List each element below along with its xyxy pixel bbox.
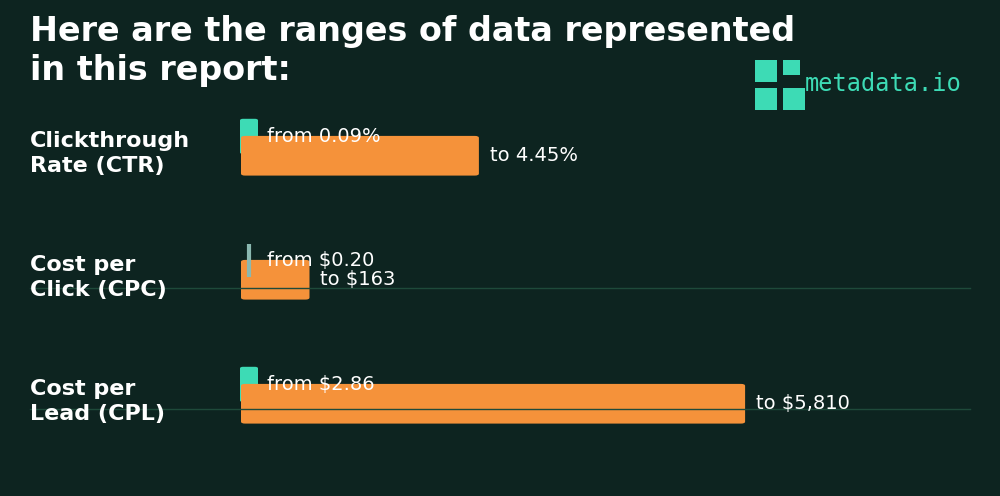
FancyBboxPatch shape <box>241 384 745 424</box>
Text: to $163: to $163 <box>320 270 396 289</box>
Text: metadata.io: metadata.io <box>805 72 962 96</box>
Text: Here are the ranges of data represented
in this report:: Here are the ranges of data represented … <box>30 15 795 87</box>
Text: from $2.86: from $2.86 <box>267 375 375 394</box>
Text: Cost per
Click (CPC): Cost per Click (CPC) <box>30 255 167 300</box>
Text: to 4.45%: to 4.45% <box>490 146 578 165</box>
Bar <box>755 60 777 81</box>
Text: Clickthrough
Rate (CTR): Clickthrough Rate (CTR) <box>30 131 190 176</box>
FancyBboxPatch shape <box>240 119 258 154</box>
Text: from 0.09%: from 0.09% <box>267 127 381 146</box>
Bar <box>783 60 800 75</box>
Text: Cost per
Lead (CPL): Cost per Lead (CPL) <box>30 379 165 424</box>
FancyBboxPatch shape <box>241 136 479 176</box>
Bar <box>783 87 805 110</box>
Text: to $5,810: to $5,810 <box>756 394 850 413</box>
Text: from $0.20: from $0.20 <box>267 251 374 270</box>
FancyBboxPatch shape <box>241 260 310 300</box>
Bar <box>755 87 777 110</box>
FancyBboxPatch shape <box>240 367 258 402</box>
